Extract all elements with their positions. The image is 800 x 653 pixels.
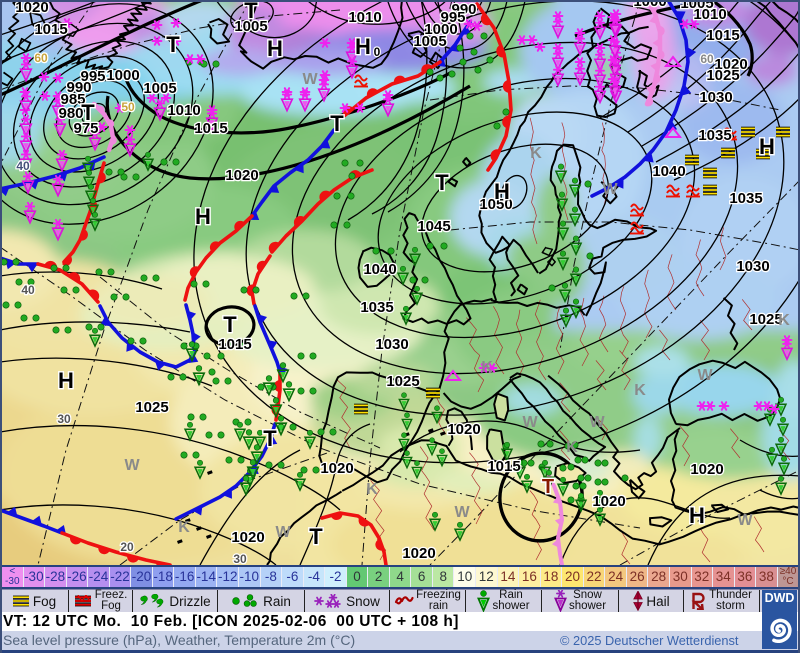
svg-text:1015: 1015 — [706, 27, 739, 44]
svg-text:T: T — [330, 111, 344, 136]
svg-text:K: K — [634, 382, 646, 399]
svg-text:40: 40 — [16, 159, 30, 173]
svg-text:1005: 1005 — [143, 80, 176, 97]
svg-text:1040: 1040 — [363, 261, 396, 278]
svg-text:W: W — [737, 512, 753, 529]
svg-text:985: 985 — [60, 91, 85, 108]
svg-text:1050: 1050 — [479, 196, 512, 213]
svg-text:1010: 1010 — [693, 6, 726, 23]
svg-text:H: H — [355, 34, 371, 59]
svg-text:1000: 1000 — [424, 21, 457, 38]
svg-text:1005: 1005 — [680, 0, 713, 12]
svg-text:1020: 1020 — [690, 461, 723, 478]
svg-text:H: H — [689, 503, 705, 528]
svg-text:980: 980 — [58, 105, 83, 122]
svg-text:1010: 1010 — [348, 9, 381, 26]
svg-text:1020: 1020 — [320, 460, 353, 477]
svg-text:1025: 1025 — [706, 67, 739, 84]
svg-text:1015: 1015 — [34, 21, 67, 38]
svg-text:990: 990 — [66, 79, 91, 96]
svg-text:1035: 1035 — [729, 190, 762, 207]
svg-text:30: 30 — [233, 552, 247, 565]
svg-text:H: H — [195, 204, 211, 229]
svg-text:H: H — [267, 36, 283, 61]
svg-text:995: 995 — [440, 9, 465, 26]
svg-text:1005: 1005 — [413, 33, 446, 50]
svg-text:1045: 1045 — [417, 218, 450, 235]
svg-text:1020: 1020 — [447, 421, 480, 438]
svg-text:1035: 1035 — [360, 299, 393, 316]
svg-text:W: W — [589, 414, 605, 431]
svg-text:K: K — [530, 145, 542, 162]
svg-text:H: H — [494, 179, 510, 204]
svg-text:1025: 1025 — [135, 399, 168, 416]
svg-text:60: 60 — [700, 52, 714, 66]
svg-text:W: W — [302, 71, 318, 88]
svg-text:W: W — [602, 181, 618, 198]
svg-text:T: T — [81, 100, 95, 125]
svg-text:1020: 1020 — [231, 529, 264, 546]
svg-text:990: 990 — [451, 1, 476, 18]
svg-text:1000: 1000 — [633, 0, 666, 10]
svg-text:40: 40 — [21, 283, 35, 297]
svg-text:1035: 1035 — [698, 127, 731, 144]
svg-text:K: K — [481, 359, 493, 376]
svg-text:1030: 1030 — [736, 258, 769, 275]
svg-text:1020: 1020 — [592, 493, 625, 510]
svg-text:1015: 1015 — [194, 120, 227, 137]
svg-text:30: 30 — [57, 412, 71, 426]
svg-text:50: 50 — [121, 100, 135, 114]
svg-text:0: 0 — [374, 45, 381, 59]
svg-text:1015: 1015 — [487, 458, 520, 475]
svg-text:1000: 1000 — [106, 67, 139, 84]
svg-text:W: W — [275, 524, 291, 541]
svg-text:K: K — [366, 481, 378, 498]
svg-text:1020: 1020 — [225, 167, 258, 184]
svg-text:1015: 1015 — [218, 336, 251, 353]
svg-text:W: W — [124, 457, 140, 474]
svg-text:1020: 1020 — [402, 545, 435, 562]
svg-text:1020: 1020 — [714, 56, 747, 73]
svg-text:T: T — [223, 312, 237, 337]
svg-text:K: K — [566, 439, 578, 456]
svg-text:1025: 1025 — [749, 311, 782, 328]
svg-text:K: K — [778, 312, 790, 329]
svg-text:W: W — [454, 504, 470, 521]
svg-text:20: 20 — [120, 540, 134, 554]
svg-text:H: H — [58, 368, 74, 393]
svg-text:1030: 1030 — [699, 89, 732, 106]
svg-text:T: T — [435, 170, 449, 195]
svg-text:T: T — [244, 0, 258, 23]
svg-text:1030: 1030 — [375, 336, 408, 353]
svg-text:1025: 1025 — [386, 373, 419, 390]
svg-text:W: W — [697, 367, 713, 384]
svg-text:995: 995 — [80, 68, 105, 85]
svg-text:1005: 1005 — [234, 18, 267, 35]
svg-text:T: T — [542, 476, 554, 498]
svg-text:1010: 1010 — [167, 102, 200, 119]
svg-text:1040: 1040 — [652, 163, 685, 180]
svg-text:K: K — [178, 519, 190, 536]
svg-text:975: 975 — [73, 120, 98, 137]
svg-text:T: T — [309, 524, 323, 549]
svg-text:W: W — [522, 414, 538, 431]
svg-text:H: H — [759, 134, 775, 159]
svg-text:60: 60 — [34, 51, 48, 65]
svg-text:1020: 1020 — [15, 0, 48, 16]
svg-text:T: T — [166, 32, 180, 57]
svg-text:T: T — [263, 426, 277, 451]
